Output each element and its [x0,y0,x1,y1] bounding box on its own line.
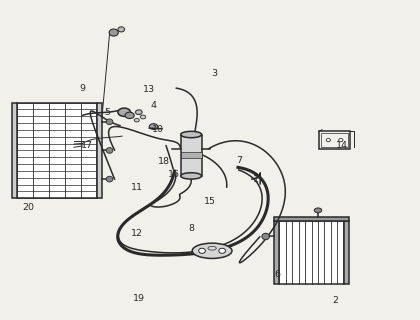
Ellipse shape [125,112,134,119]
Ellipse shape [136,110,142,115]
Bar [279,220,344,284]
Bar [321,133,348,147]
Ellipse shape [326,139,331,142]
Bar [344,220,349,284]
Text: 17: 17 [81,141,92,150]
Ellipse shape [134,118,139,122]
Ellipse shape [118,108,131,116]
Text: 7: 7 [236,156,242,164]
Ellipse shape [339,139,343,142]
Text: 15: 15 [204,197,216,206]
Ellipse shape [181,131,202,138]
Text: 19: 19 [133,294,145,303]
Bar [274,217,349,220]
Text: 16: 16 [168,170,181,179]
Bar [181,152,202,158]
Text: 13: 13 [143,85,155,94]
Text: 5: 5 [105,108,110,117]
Ellipse shape [181,173,202,179]
Text: 10: 10 [152,125,164,134]
Ellipse shape [199,248,205,253]
Ellipse shape [192,243,232,259]
Bar [18,103,97,198]
Bar [97,103,102,198]
Text: 8: 8 [188,224,194,233]
Text: 4: 4 [150,101,157,110]
Text: 14: 14 [336,141,348,150]
Text: 12: 12 [131,229,143,238]
Text: 3: 3 [211,69,217,78]
Text: 20: 20 [22,203,34,212]
Ellipse shape [149,124,158,129]
Text: 6: 6 [274,270,280,279]
Ellipse shape [262,233,270,240]
Ellipse shape [106,176,113,182]
Ellipse shape [314,208,322,213]
Ellipse shape [106,119,113,124]
Text: 2: 2 [333,296,339,305]
Text: 11: 11 [131,183,143,192]
Text: 9: 9 [79,84,85,93]
Ellipse shape [219,248,226,253]
Ellipse shape [109,29,118,36]
Ellipse shape [118,27,125,32]
Text: 1: 1 [253,175,259,184]
Ellipse shape [106,148,113,153]
Bar [274,220,279,284]
Bar [181,134,202,176]
Ellipse shape [140,115,146,119]
Bar [319,131,350,149]
Text: 18: 18 [158,157,170,166]
Bar [13,103,18,198]
